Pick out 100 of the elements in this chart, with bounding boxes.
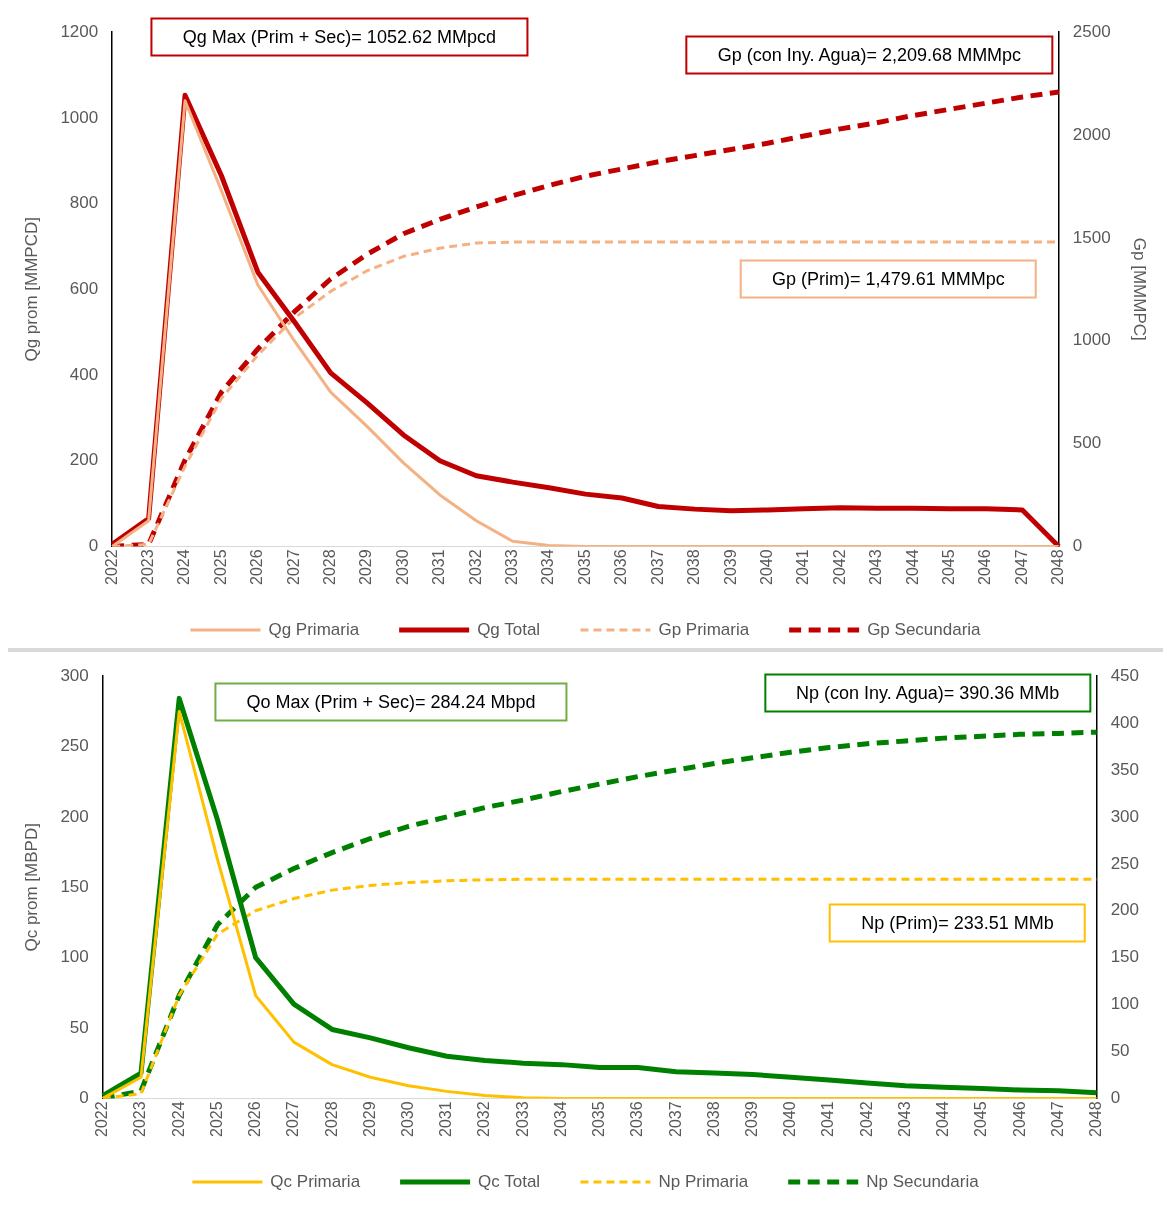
y-tick-label: 150 xyxy=(60,876,89,896)
x-tick-label: 2046 xyxy=(1010,1101,1028,1137)
x-tick-label: 2030 xyxy=(393,549,411,585)
legend-label: Qg Primaria xyxy=(268,619,360,639)
x-tick-label: 2032 xyxy=(466,549,484,585)
annotation: Qg Max (Prim + Sec)= 1052.62 MMpcd xyxy=(150,17,528,57)
x-tick-label: 2035 xyxy=(575,549,593,585)
y2-tick-label: 250 xyxy=(1110,853,1140,873)
legend-label: Np Primaria xyxy=(658,1171,749,1191)
y-tick-label: 50 xyxy=(69,1017,89,1037)
y-tick-label: 1000 xyxy=(60,107,99,127)
y-tick-label: 400 xyxy=(69,364,99,384)
x-tick-label: 2022 xyxy=(102,549,120,585)
x-tick-label: 2023 xyxy=(139,549,157,585)
x-tick-label: 2024 xyxy=(169,1101,187,1137)
x-tick-label: 2036 xyxy=(612,549,630,585)
x-tick-label: 2041 xyxy=(794,549,812,585)
annotation: Qo Max (Prim + Sec)= 284.24 Mbpd xyxy=(214,682,568,722)
y2-tick-label: 400 xyxy=(1110,712,1140,732)
annotation: Np (Prim)= 233.51 MMb xyxy=(829,903,1086,943)
x-tick-label: 2032 xyxy=(475,1101,493,1137)
x-tick-label: 2048 xyxy=(1049,549,1067,585)
x-tick-label: 2046 xyxy=(976,549,994,585)
x-tick-label: 2029 xyxy=(360,1101,378,1137)
x-tick-label: 2025 xyxy=(211,549,229,585)
x-tick-label: 2043 xyxy=(895,1101,913,1137)
legend-label: Qg Total xyxy=(477,619,541,639)
x-tick-label: 2037 xyxy=(666,1101,684,1137)
y-tick-label: 0 xyxy=(79,1088,89,1108)
y2-tick-label: 300 xyxy=(1110,806,1140,826)
x-tick-label: 2044 xyxy=(934,1101,952,1137)
x-tick-label: 2030 xyxy=(398,1101,416,1137)
y-tick-label: 1200 xyxy=(60,21,99,41)
x-tick-label: 2026 xyxy=(248,549,266,585)
x-tick-label: 2044 xyxy=(903,549,921,585)
legend-label: Qc Primaria xyxy=(270,1171,361,1191)
y2-tick-label: 0 xyxy=(1110,1088,1121,1108)
x-tick-label: 2037 xyxy=(648,549,666,585)
x-tick-label: 2038 xyxy=(685,549,703,585)
y-tick-label: 300 xyxy=(60,665,89,685)
x-tick-label: 2039 xyxy=(743,1101,761,1137)
x-tick-label: 2026 xyxy=(246,1101,264,1137)
x-tick-label: 2039 xyxy=(721,549,739,585)
x-tick-label: 2042 xyxy=(830,549,848,585)
x-tick-label: 2040 xyxy=(757,549,775,585)
y2-tick-label: 1000 xyxy=(1072,330,1111,350)
y-tick-label: 250 xyxy=(60,736,89,756)
x-tick-label: 2028 xyxy=(322,1101,340,1137)
annotation: Gp (con Iny. Agua)= 2,209.68 MMMpc xyxy=(685,35,1054,75)
x-tick-label: 2034 xyxy=(539,549,557,585)
annotation: Np (con Iny. Agua)= 390.36 MMb xyxy=(764,673,1092,713)
x-tick-label: 2027 xyxy=(284,1101,302,1137)
x-tick-label: 2038 xyxy=(704,1101,722,1137)
legend-label: Gp Primaria xyxy=(658,619,750,639)
y-tick-label: 800 xyxy=(69,193,99,213)
legend-label: Np Secundaria xyxy=(866,1171,980,1191)
x-tick-label: 2035 xyxy=(590,1101,608,1137)
x-tick-label: 2027 xyxy=(284,549,302,585)
y2-tick-label: 50 xyxy=(1110,1041,1130,1061)
x-tick-label: 2023 xyxy=(131,1101,149,1137)
x-tick-label: 2047 xyxy=(1048,1101,1066,1137)
legend-label: Gp Secundaria xyxy=(867,619,982,639)
x-tick-label: 2033 xyxy=(503,549,521,585)
y2-tick-label: 150 xyxy=(1110,947,1140,967)
y2-tick-label: 200 xyxy=(1110,900,1140,920)
y2-axis-title: Gp [MMMPC] xyxy=(1130,237,1150,341)
x-tick-label: 2048 xyxy=(1087,1101,1105,1137)
y2-tick-label: 100 xyxy=(1110,994,1140,1014)
y2-tick-label: 350 xyxy=(1110,759,1140,779)
y-tick-label: 100 xyxy=(60,947,89,967)
x-tick-label: 2043 xyxy=(867,549,885,585)
x-tick-label: 2029 xyxy=(357,549,375,585)
x-tick-label: 2041 xyxy=(819,1101,837,1137)
x-tick-label: 2047 xyxy=(1012,549,1030,585)
x-tick-label: 2045 xyxy=(972,1101,990,1137)
y-tick-label: 200 xyxy=(69,450,99,470)
annotation: Gp (Prim)= 1,479.61 MMMpc xyxy=(740,259,1037,299)
y-axis-title: Qc prom [MBPD] xyxy=(21,823,41,952)
x-tick-label: 2040 xyxy=(781,1101,799,1137)
x-tick-label: 2031 xyxy=(430,549,448,585)
y2-tick-label: 2500 xyxy=(1072,21,1111,41)
y2-tick-label: 1500 xyxy=(1072,227,1111,247)
x-tick-label: 2028 xyxy=(321,549,339,585)
y2-tick-label: 500 xyxy=(1072,433,1102,453)
y-tick-label: 200 xyxy=(60,806,89,826)
x-tick-label: 2022 xyxy=(93,1101,111,1137)
x-tick-label: 2031 xyxy=(437,1101,455,1137)
x-tick-label: 2045 xyxy=(939,549,957,585)
y2-tick-label: 450 xyxy=(1110,665,1140,685)
y-axis-title: Qg prom [MMPCD] xyxy=(21,217,41,362)
x-tick-label: 2024 xyxy=(175,549,193,585)
x-tick-label: 2034 xyxy=(551,1101,569,1137)
y2-tick-label: 2000 xyxy=(1072,124,1111,144)
y-tick-label: 0 xyxy=(88,536,99,556)
legend-label: Qc Total xyxy=(478,1171,541,1191)
y2-tick-label: 0 xyxy=(1072,536,1083,556)
x-tick-label: 2042 xyxy=(857,1101,875,1137)
x-tick-label: 2036 xyxy=(628,1101,646,1137)
x-tick-label: 2025 xyxy=(207,1101,225,1137)
x-tick-label: 2033 xyxy=(513,1101,531,1137)
